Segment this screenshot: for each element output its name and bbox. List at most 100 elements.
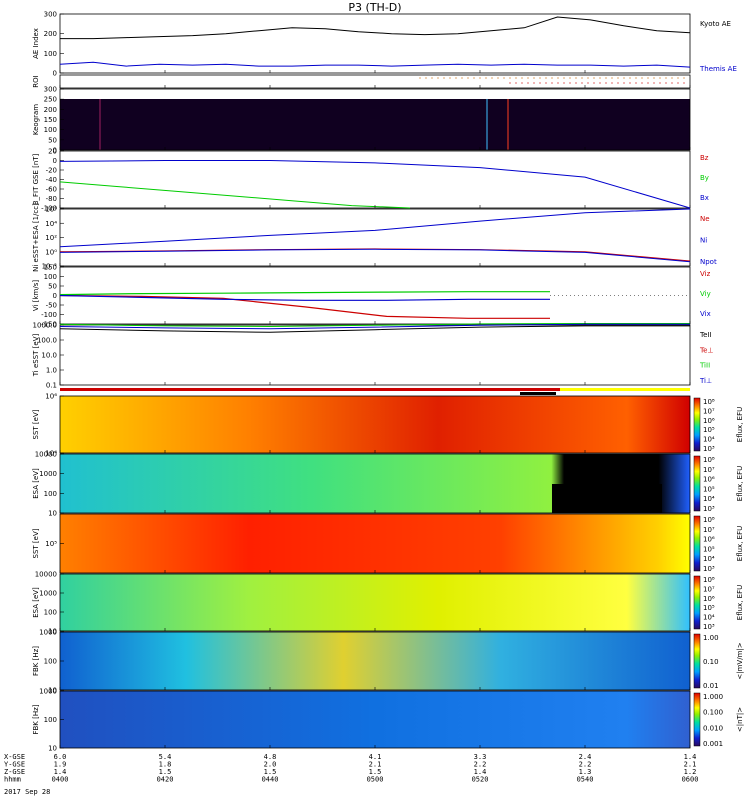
roi-mark [569,77,571,79]
bfield-panel-frame [59,150,691,209]
temperature-panel-frame [59,324,691,386]
roi-mark [659,82,661,84]
velocity-ytick: -50 [46,302,57,310]
sst_e-colorbar-tick: 10⁸ [703,398,715,406]
sst_e-ytick: 10⁶ [45,393,57,401]
footer-value: 1.9 [54,761,67,769]
velocity-ytick: -150 [41,321,57,329]
roi-mark [557,77,559,79]
ae-ytick: 100 [44,50,57,58]
roi-ylabel: ROI [32,75,40,87]
roi-mark [455,77,457,79]
esa_i-colorbar-tick: 10⁷ [703,585,715,593]
fbk_e-colorbar-tick: 1.00 [703,634,719,642]
footer-value: 2.0 [264,761,277,769]
sst_i-colorbar-label: Eflux, EFU [736,526,744,561]
bfield-ylabel: B_FIT GSE [nT] [32,153,40,205]
roi-mark [665,77,667,79]
roi-mark [677,77,679,79]
temperature-legend-2: TiII [699,362,710,370]
density-ylabel: Ni eSST+ESA [1/cc] [32,203,40,272]
footer-value: 2.2 [474,761,487,769]
velocity-legend-1: Viy [700,290,711,298]
roi-mark [635,77,637,79]
esa_e-colorbar-tick: 10⁸ [703,456,715,464]
esa_e-colorbar-tick: 10⁶ [703,476,715,484]
velocity-legend-2: Vix [700,310,711,318]
roi-mark [599,82,601,84]
chart-title: P3 (TH-D) [348,1,401,14]
velocity-ytick: 50 [48,283,57,291]
density-legend-0: Ne [700,215,710,223]
roi-mark [647,82,649,84]
density-ytick: 10⁶ [45,206,57,214]
roi-mark [485,77,487,79]
roi-mark [587,77,589,79]
roi-mark [605,77,607,79]
fbk_b-ytick: 10 [48,745,57,753]
keogram-ytick: 250 [44,96,57,104]
velocity-series-viz [59,294,550,319]
fbk_e-image [60,632,690,690]
temperature-legend-0: TeII [699,331,712,339]
footer-value: 1.4 [54,768,67,776]
footer-value: 1.5 [159,768,172,776]
keogram-ytick: 300 [44,86,57,94]
fbk_e-colorbar-label: <|mV/m|> [736,642,744,679]
roi-mark [563,77,565,79]
esa_i-colorbar-tick: 10⁴ [703,614,715,622]
roi-mark [545,77,547,79]
footer-value: 0400 [52,776,69,784]
fbk_e-ylabel: FBK [Hz] [32,646,40,676]
roi-mark [581,77,583,79]
footer-value: 0540 [577,776,594,784]
velocity-ylabel: Vi [km/s] [32,280,40,311]
footer-value: 2.4 [579,753,592,761]
roi-mark [611,77,613,79]
roi-mark [467,77,469,79]
footer-label-z-gse: Z-GSE [4,768,25,776]
fbk_e-colorbar-tick: 0.01 [703,682,719,690]
footer-value: 4.1 [369,753,382,761]
footer-value: 2.2 [579,761,592,769]
mode-bar-gap [520,392,556,395]
esa_i-colorbar [693,575,701,630]
bfield-ytick: 20 [48,148,57,156]
sst_i-image [60,514,690,573]
esa_e-colorbar-tick: 10³ [703,505,715,513]
roi-mark [515,77,517,79]
roi-mark [533,77,535,79]
footer-value: 0420 [157,776,174,784]
footer-value: 1.8 [159,761,172,769]
roi-mark [677,82,679,84]
esa_e-ytick: 1000 [39,470,57,478]
sst_i-colorbar-tick: 10⁸ [703,516,715,524]
roi-mark [653,82,655,84]
velocity-series-viy [59,291,550,296]
sst_e-image [60,396,690,453]
footer-value: 4.8 [264,753,277,761]
footer-value: 0440 [262,776,279,784]
roi-mark [581,82,583,84]
esa_i-ytick: 100 [44,609,57,617]
footer-label-x-gse: X-GSE [4,753,25,761]
mode-bar-fast [60,388,560,391]
fbk_e-colorbar-tick: 0.10 [703,658,719,666]
sst_e-colorbar [693,397,701,452]
bfield-legend-1: By [700,174,709,182]
density-ytick: 10⁴ [45,220,57,228]
roi-mark [557,82,559,84]
footer-value: 1.2 [684,768,697,776]
roi-mark [503,77,505,79]
roi-mark [593,77,595,79]
sst_i-colorbar-tick: 10⁴ [703,555,715,563]
esa_e-ytick: 100 [44,490,57,498]
temperature-legend-1: Te⊥ [699,346,714,354]
density-ytick: 10² [45,234,57,242]
roi-mark [623,77,625,79]
temperature-series-ti [59,323,690,330]
footer-value: 1.4 [684,753,697,761]
footer-value: 5.4 [159,753,172,761]
temperature-ytick: 10.0 [41,352,57,360]
footer-value: 0520 [472,776,489,784]
